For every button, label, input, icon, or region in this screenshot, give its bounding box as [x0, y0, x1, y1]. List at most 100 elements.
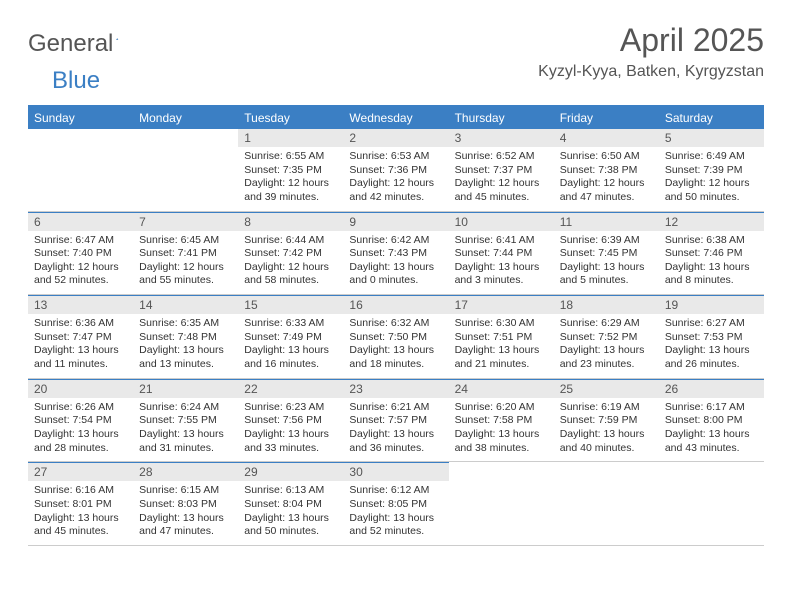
day1-line: Daylight: 12 hours: [244, 177, 337, 191]
day-cell: 4Sunrise: 6:50 AMSunset: 7:38 PMDaylight…: [554, 129, 659, 212]
day-details: Sunrise: 6:38 AMSunset: 7:46 PMDaylight:…: [659, 231, 764, 295]
sunset-line: Sunset: 7:50 PM: [349, 331, 442, 345]
day-details: Sunrise: 6:24 AMSunset: 7:55 PMDaylight:…: [133, 398, 238, 462]
day1-line: Daylight: 13 hours: [665, 261, 758, 275]
day-number: 26: [659, 379, 764, 398]
dow-wednesday: Wednesday: [343, 107, 448, 129]
day2-line: and 33 minutes.: [244, 442, 337, 456]
sunset-line: Sunset: 8:05 PM: [349, 498, 442, 512]
day-cell: 17Sunrise: 6:30 AMSunset: 7:51 PMDayligh…: [449, 295, 554, 379]
day2-line: and 47 minutes.: [560, 191, 653, 205]
day-details: Sunrise: 6:42 AMSunset: 7:43 PMDaylight:…: [343, 231, 448, 295]
day-cell: 8Sunrise: 6:44 AMSunset: 7:42 PMDaylight…: [238, 212, 343, 296]
day-number: 25: [554, 379, 659, 398]
day-number: 13: [28, 295, 133, 314]
day-details: Sunrise: 6:26 AMSunset: 7:54 PMDaylight:…: [28, 398, 133, 462]
day2-line: and 42 minutes.: [349, 191, 442, 205]
day1-line: Daylight: 12 hours: [139, 261, 232, 275]
day1-line: Daylight: 13 hours: [349, 261, 442, 275]
sunset-line: Sunset: 7:51 PM: [455, 331, 548, 345]
sunrise-line: Sunrise: 6:52 AM: [455, 150, 548, 164]
day2-line: and 50 minutes.: [665, 191, 758, 205]
day2-line: and 45 minutes.: [34, 525, 127, 539]
dow-sunday: Sunday: [28, 107, 133, 129]
sunset-line: Sunset: 7:38 PM: [560, 164, 653, 178]
month-title: April 2025: [538, 22, 764, 59]
sunrise-line: Sunrise: 6:24 AM: [139, 401, 232, 415]
day2-line: and 3 minutes.: [455, 274, 548, 288]
sunrise-line: Sunrise: 6:53 AM: [349, 150, 442, 164]
day-cell: 12Sunrise: 6:38 AMSunset: 7:46 PMDayligh…: [659, 212, 764, 296]
day-cell: 10Sunrise: 6:41 AMSunset: 7:44 PMDayligh…: [449, 212, 554, 296]
sunrise-line: Sunrise: 6:12 AM: [349, 484, 442, 498]
day-number: 29: [238, 462, 343, 481]
sunset-line: Sunset: 7:35 PM: [244, 164, 337, 178]
sunrise-line: Sunrise: 6:44 AM: [244, 234, 337, 248]
day1-line: Daylight: 13 hours: [560, 428, 653, 442]
day-details: Sunrise: 6:44 AMSunset: 7:42 PMDaylight:…: [238, 231, 343, 295]
sunset-line: Sunset: 7:49 PM: [244, 331, 337, 345]
sunrise-line: Sunrise: 6:39 AM: [560, 234, 653, 248]
day1-line: Daylight: 13 hours: [139, 428, 232, 442]
day-number: 6: [28, 212, 133, 231]
sunrise-line: Sunrise: 6:15 AM: [139, 484, 232, 498]
sunrise-line: Sunrise: 6:36 AM: [34, 317, 127, 331]
day-cell: 7Sunrise: 6:45 AMSunset: 7:41 PMDaylight…: [133, 212, 238, 296]
day-cell: 5Sunrise: 6:49 AMSunset: 7:39 PMDaylight…: [659, 129, 764, 212]
day1-line: Daylight: 13 hours: [349, 428, 442, 442]
day1-line: Daylight: 13 hours: [665, 344, 758, 358]
day1-line: Daylight: 13 hours: [244, 428, 337, 442]
day-details: Sunrise: 6:55 AMSunset: 7:35 PMDaylight:…: [238, 147, 343, 211]
empty-cell: [28, 129, 133, 212]
sunrise-line: Sunrise: 6:26 AM: [34, 401, 127, 415]
day-number: 16: [343, 295, 448, 314]
day-details: Sunrise: 6:53 AMSunset: 7:36 PMDaylight:…: [343, 147, 448, 211]
day2-line: and 18 minutes.: [349, 358, 442, 372]
sunrise-line: Sunrise: 6:42 AM: [349, 234, 442, 248]
empty-cell: [554, 462, 659, 546]
day-cell: 11Sunrise: 6:39 AMSunset: 7:45 PMDayligh…: [554, 212, 659, 296]
location-subtitle: Kyzyl-Kyya, Batken, Kyrgyzstan: [538, 63, 764, 81]
sunset-line: Sunset: 7:46 PM: [665, 247, 758, 261]
day2-line: and 28 minutes.: [34, 442, 127, 456]
empty-cell: [133, 129, 238, 212]
day-cell: 16Sunrise: 6:32 AMSunset: 7:50 PMDayligh…: [343, 295, 448, 379]
dow-tuesday: Tuesday: [238, 107, 343, 129]
day-number: 10: [449, 212, 554, 231]
day-cell: 9Sunrise: 6:42 AMSunset: 7:43 PMDaylight…: [343, 212, 448, 296]
day-cell: 13Sunrise: 6:36 AMSunset: 7:47 PMDayligh…: [28, 295, 133, 379]
day-number: 8: [238, 212, 343, 231]
week-row: 1Sunrise: 6:55 AMSunset: 7:35 PMDaylight…: [28, 129, 764, 212]
day2-line: and 21 minutes.: [455, 358, 548, 372]
sunset-line: Sunset: 7:53 PM: [665, 331, 758, 345]
day1-line: Daylight: 13 hours: [139, 344, 232, 358]
day-number: 15: [238, 295, 343, 314]
day1-line: Daylight: 12 hours: [34, 261, 127, 275]
day1-line: Daylight: 12 hours: [349, 177, 442, 191]
dow-monday: Monday: [133, 107, 238, 129]
day-cell: 19Sunrise: 6:27 AMSunset: 7:53 PMDayligh…: [659, 295, 764, 379]
day-details: Sunrise: 6:47 AMSunset: 7:40 PMDaylight:…: [28, 231, 133, 295]
day1-line: Daylight: 13 hours: [349, 344, 442, 358]
sunrise-line: Sunrise: 6:13 AM: [244, 484, 337, 498]
day2-line: and 45 minutes.: [455, 191, 548, 205]
sunset-line: Sunset: 7:45 PM: [560, 247, 653, 261]
day2-line: and 23 minutes.: [560, 358, 653, 372]
day-number: 7: [133, 212, 238, 231]
day-number: 22: [238, 379, 343, 398]
day-details: Sunrise: 6:49 AMSunset: 7:39 PMDaylight:…: [659, 147, 764, 211]
sunset-line: Sunset: 7:39 PM: [665, 164, 758, 178]
day1-line: Daylight: 13 hours: [349, 512, 442, 526]
day-details: Sunrise: 6:13 AMSunset: 8:04 PMDaylight:…: [238, 481, 343, 545]
day-cell: 27Sunrise: 6:16 AMSunset: 8:01 PMDayligh…: [28, 462, 133, 546]
sunrise-line: Sunrise: 6:23 AM: [244, 401, 337, 415]
sunset-line: Sunset: 7:58 PM: [455, 414, 548, 428]
day-details: Sunrise: 6:15 AMSunset: 8:03 PMDaylight:…: [133, 481, 238, 545]
sunrise-line: Sunrise: 6:33 AM: [244, 317, 337, 331]
sunrise-line: Sunrise: 6:29 AM: [560, 317, 653, 331]
logo-triangle-icon: [116, 30, 119, 48]
week-row: 6Sunrise: 6:47 AMSunset: 7:40 PMDaylight…: [28, 212, 764, 296]
logo-text-blue: Blue: [52, 67, 100, 94]
day-number: 27: [28, 462, 133, 481]
day2-line: and 8 minutes.: [665, 274, 758, 288]
